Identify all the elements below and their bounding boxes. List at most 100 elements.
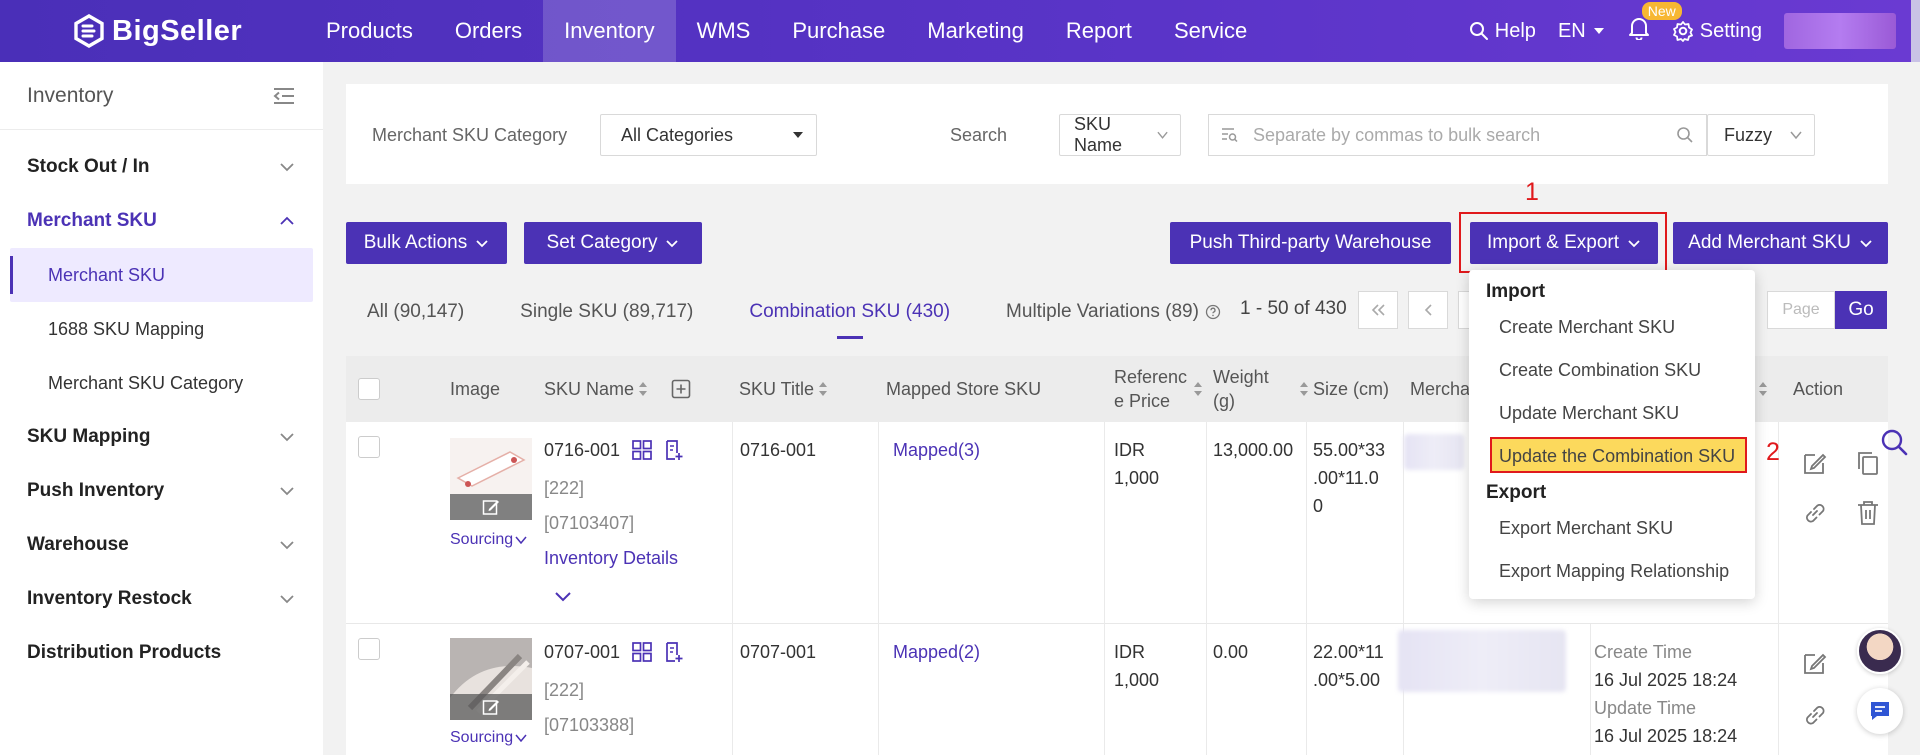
sidebar-subitem-1688-sku-mapping[interactable]: 1688 SKU Mapping <box>48 318 205 339</box>
menu-item-create-combination-sku[interactable]: Create Combination SKU <box>1499 360 1702 380</box>
header-reference-price[interactable]: Referenc e Price <box>1114 356 1203 422</box>
tab-single-sku[interactable]: Single SKU (89,717) <box>520 301 694 322</box>
top-navbar: BigSeller Products Orders Inventory WMS … <box>0 0 1920 62</box>
header-mapped-store-sku: Mapped Store SKU <box>886 379 1042 399</box>
menu-item-export-mapping-relationship[interactable]: Export Mapping Relationship <box>1499 561 1730 581</box>
row-checkbox[interactable] <box>358 638 380 660</box>
nav-report[interactable]: Report <box>1065 18 1132 43</box>
nav-inventory[interactable]: Inventory <box>543 0 676 62</box>
document-add-icon[interactable] <box>664 641 684 663</box>
search-input[interactable]: Separate by commas to bulk search <box>1208 114 1707 156</box>
size-line-2: .00*11.0 <box>1313 468 1379 488</box>
prev-page-button[interactable] <box>1408 291 1448 329</box>
nav-products[interactable]: Products <box>326 18 413 43</box>
edit-image-overlay[interactable] <box>450 694 532 720</box>
page-number-button[interactable] <box>1458 291 1472 329</box>
collapse-menu-icon[interactable] <box>273 87 295 105</box>
header-sku-name[interactable]: SKU Name <box>544 356 648 422</box>
mapped-store-sku-link[interactable]: Mapped(3) <box>893 440 981 460</box>
select-all-checkbox[interactable] <box>358 356 380 422</box>
menu-item-export-merchant-sku[interactable]: Export Merchant SKU <box>1499 518 1674 538</box>
add-merchant-sku-button[interactable]: Add Merchant SKU <box>1673 222 1888 264</box>
chevron-down-icon <box>1157 131 1168 139</box>
sidebar-item-merchant-sku[interactable]: Merchant SKU <box>0 194 323 248</box>
dropdown-group-export: Export <box>1486 482 1547 503</box>
header-weight[interactable]: Weight (g) <box>1213 356 1309 422</box>
search-field-select[interactable]: SKU Name <box>1059 114 1181 156</box>
sku-code-1: [222] <box>544 478 585 498</box>
chevron-down-icon <box>280 163 294 172</box>
match-mode-select[interactable]: Fuzzy <box>1707 114 1815 156</box>
menu-item-create-merchant-sku[interactable]: Create Merchant SKU <box>1499 317 1676 337</box>
nav-service[interactable]: Service <box>1173 18 1248 43</box>
push-third-party-warehouse-button[interactable]: Push Third-party Warehouse <box>1170 222 1451 264</box>
nav-orders[interactable]: Orders <box>454 18 523 43</box>
product-thumbnail[interactable] <box>450 438 532 520</box>
sidebar-subitem-merchant-sku-category[interactable]: Merchant SKU Category <box>48 372 244 393</box>
edit-icon[interactable] <box>1802 650 1828 676</box>
link-icon[interactable] <box>1802 702 1828 728</box>
grid-icon[interactable] <box>632 440 652 460</box>
chat-button[interactable] <box>1857 688 1903 734</box>
chevron-down-icon <box>666 239 679 247</box>
sidebar-item-sku-mapping[interactable]: SKU Mapping <box>0 410 323 464</box>
redacted-merchant-info <box>1398 630 1566 692</box>
brand-logo[interactable]: BigSeller <box>72 12 242 50</box>
expand-all-button[interactable] <box>671 356 691 422</box>
sidebar-item-inventory-restock[interactable]: Inventory Restock <box>0 572 323 626</box>
grid-icon[interactable] <box>632 642 652 662</box>
floating-search-icon[interactable] <box>1880 428 1908 456</box>
sidebar-item-push-inventory[interactable]: Push Inventory <box>0 464 323 518</box>
sidebar-subitem-merchant-sku[interactable]: Merchant SKU <box>10 248 313 302</box>
copy-icon[interactable] <box>1856 450 1880 476</box>
header-sku-title[interactable]: SKU Title <box>739 356 828 422</box>
set-category-label: Set Category <box>546 232 658 253</box>
tab-all[interactable]: All (90,147) <box>367 301 465 322</box>
add-merchant-sku-label: Add Merchant SKU <box>1688 232 1851 253</box>
document-add-icon[interactable] <box>664 439 684 461</box>
set-category-button[interactable]: Set Category <box>524 222 702 264</box>
sourcing-dropdown[interactable]: Sourcing <box>450 526 527 554</box>
trash-icon[interactable] <box>1856 500 1880 526</box>
edit-image-overlay[interactable] <box>450 494 532 520</box>
setting-link[interactable]: Setting <box>1672 20 1762 43</box>
sidebar-item-label: Merchant SKU <box>27 210 157 231</box>
page-number-input[interactable]: Page <box>1767 291 1835 329</box>
help-link[interactable]: Help <box>1469 20 1536 43</box>
bulk-actions-button[interactable]: Bulk Actions <box>346 222 507 264</box>
sidebar-item-distribution-products[interactable]: Distribution Products <box>0 626 323 680</box>
category-select[interactable]: All Categories <box>600 114 817 156</box>
nav-wms[interactable]: WMS <box>696 18 751 43</box>
dropdown-group-import: Import <box>1486 281 1546 302</box>
go-button[interactable]: Go <box>1835 291 1887 329</box>
import-export-button[interactable]: Import & Export <box>1470 222 1658 264</box>
row-checkbox[interactable] <box>358 436 380 458</box>
edit-icon[interactable] <box>1802 450 1828 476</box>
sort-icon-hidden-column[interactable] <box>1758 356 1768 422</box>
sidebar-item-label: Stock Out / In <box>27 156 150 177</box>
search-icon[interactable] <box>1676 126 1694 144</box>
customer-service-avatar[interactable] <box>1857 628 1903 674</box>
expand-row-button[interactable] <box>554 582 572 610</box>
reference-price-value: 1,000 <box>1114 468 1160 488</box>
language-select[interactable]: EN <box>1558 20 1606 43</box>
nav-marketing[interactable]: Marketing <box>927 18 1024 43</box>
first-page-button[interactable] <box>1358 291 1398 329</box>
product-thumbnail[interactable] <box>450 638 532 720</box>
tab-combination-sku[interactable]: Combination SKU (430) <box>749 301 951 322</box>
link-icon[interactable] <box>1802 500 1828 526</box>
match-mode-value: Fuzzy <box>1724 124 1773 145</box>
sourcing-dropdown[interactable]: Sourcing <box>450 724 527 752</box>
sidebar-item-stock-out-in[interactable]: Stock Out / In <box>0 140 323 194</box>
menu-item-update-merchant-sku[interactable]: Update Merchant SKU <box>1499 403 1680 423</box>
tab-multiple-variations[interactable]: Multiple Variations (89) <box>1006 301 1221 323</box>
page-scrollbar[interactable] <box>1911 0 1920 62</box>
nav-purchase[interactable]: Purchase <box>792 18 886 43</box>
user-account-menu[interactable] <box>1784 13 1896 49</box>
size-line-2: .00*5.00 <box>1313 670 1381 690</box>
mapped-store-sku-link[interactable]: Mapped(2) <box>893 642 981 662</box>
sidebar-item-warehouse[interactable]: Warehouse <box>0 518 323 572</box>
notification-bell[interactable]: New <box>1628 2 1682 46</box>
inventory-details-link[interactable]: Inventory Details <box>544 548 679 568</box>
menu-item-update-combination-sku[interactable]: Update the Combination SKU <box>1499 446 1736 466</box>
